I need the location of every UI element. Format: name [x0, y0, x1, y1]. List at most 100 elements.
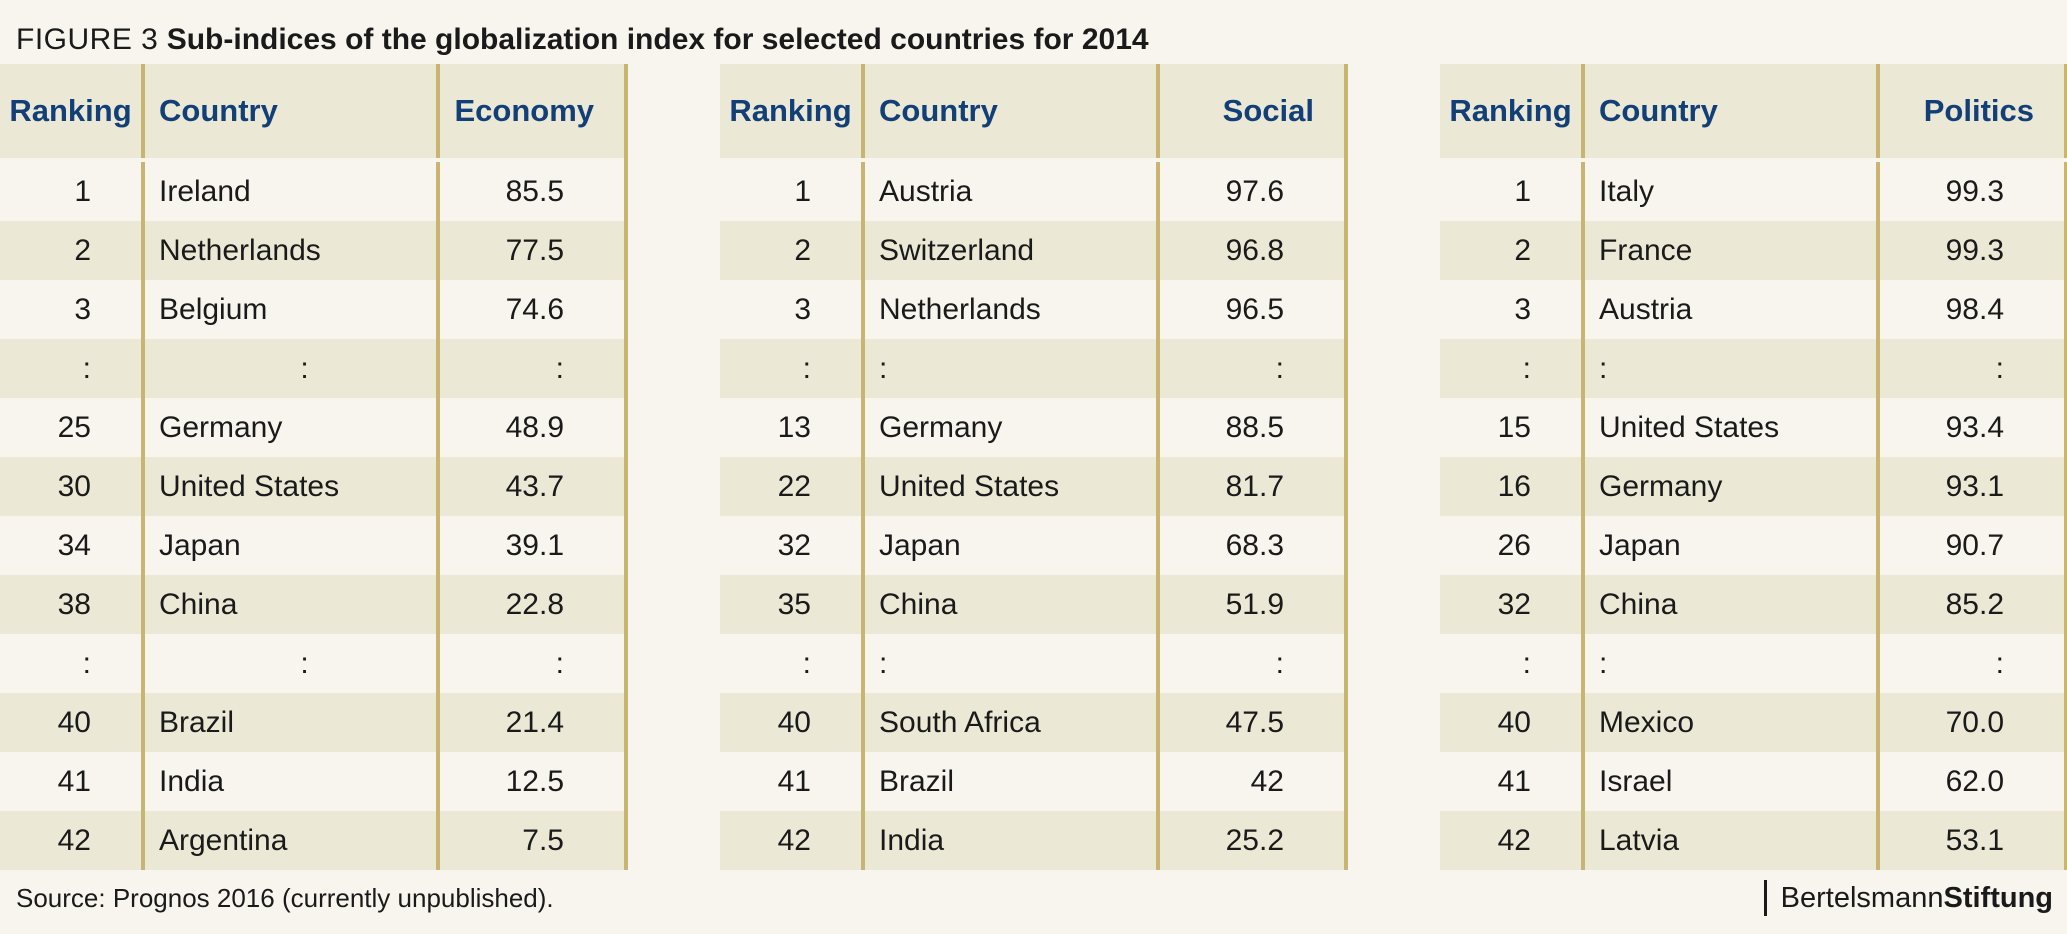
- table-row: 13 Germany 88.5: [720, 398, 1348, 457]
- cell-country: Argentina: [143, 811, 440, 870]
- brand-light: Bertelsmann: [1780, 881, 1944, 914]
- cell-text: Ireland: [159, 174, 251, 208]
- table-row: 2 France 99.3: [1440, 221, 2067, 280]
- cell-ranking: 2: [0, 221, 145, 280]
- cell-ranking: 26: [1440, 516, 1585, 575]
- cell-text: :: [879, 351, 888, 385]
- cell-text: 2: [794, 233, 811, 267]
- table-row: 1 Ireland 85.5: [0, 160, 628, 221]
- cell-text: Austria: [1599, 292, 1693, 326]
- cell-text: 96.5: [1225, 292, 1284, 326]
- cell-text: :: [555, 646, 564, 680]
- cell-ranking: 1: [1440, 160, 1585, 221]
- cell-text: United States: [1599, 410, 1780, 444]
- cell-text: 13: [777, 410, 811, 444]
- cell-ranking: 34: [0, 516, 145, 575]
- cell-text: 99.3: [1945, 233, 2004, 267]
- economy-table-block: Ranking Country Economy 1 Ireland 85.5 2 Nether…: [0, 64, 628, 870]
- data-table: Ranking Country Social 1 Austria 97.6 2 Switzer…: [720, 64, 1348, 870]
- cell-value: :: [1878, 634, 2067, 693]
- column-header-ranking: Ranking: [0, 64, 145, 162]
- cell-value: 21.4: [438, 693, 628, 752]
- cell-value: 47.5: [1158, 693, 1348, 752]
- cell-text: 1: [1514, 174, 1531, 208]
- cell-text: 47.5: [1225, 705, 1284, 739]
- divider-rule: [1344, 64, 1348, 870]
- cell-text: :: [1995, 351, 2004, 385]
- cell-text: 38: [57, 587, 91, 621]
- cell-text: :: [555, 351, 564, 385]
- cell-text: :: [1275, 351, 1284, 385]
- cell-text: 2: [74, 233, 91, 267]
- cell-value: :: [438, 339, 628, 398]
- cell-value: 85.2: [1878, 575, 2067, 634]
- cell-country: United States: [863, 457, 1160, 516]
- cell-text: :: [1995, 646, 2004, 680]
- table-row: 16 Germany 93.1: [1440, 457, 2067, 516]
- cell-value: :: [438, 634, 628, 693]
- table-row: 32 Japan 68.3: [720, 516, 1348, 575]
- cell-text: 25: [57, 410, 91, 444]
- cell-text: :: [1522, 351, 1531, 385]
- cell-text: 35: [777, 587, 811, 621]
- ellipsis-row: :::: [1440, 339, 2067, 398]
- cell-ranking: 42: [1440, 811, 1585, 870]
- cell-text: 12.5: [505, 764, 564, 798]
- table-row: 41 Brazil 42: [720, 752, 1348, 811]
- cell-text: Italy: [1599, 174, 1655, 208]
- cell-text: 88.5: [1225, 410, 1284, 444]
- cell-ranking: 3: [0, 280, 145, 339]
- header-row: Ranking Country Politics: [1440, 64, 2067, 162]
- table-row: 2 Switzerland 96.8: [720, 221, 1348, 280]
- cell-text: United States: [879, 469, 1060, 503]
- cell-value: 93.1: [1878, 457, 2067, 516]
- data-table: Ranking Country Politics 1 Italy 99.3 2 France 9…: [1440, 64, 2067, 870]
- cell-text: 53.1: [1945, 823, 2004, 857]
- cell-ranking: :: [1440, 339, 1585, 398]
- cell-text: 1: [794, 174, 811, 208]
- cell-country: Japan: [143, 516, 440, 575]
- cell-ranking: 13: [720, 398, 865, 457]
- cell-country: United States: [143, 457, 440, 516]
- table-row: 32 China 85.2: [1440, 575, 2067, 634]
- cell-text: 97.6: [1225, 174, 1284, 208]
- cell-country: China: [863, 575, 1160, 634]
- cell-value: 99.3: [1878, 160, 2067, 221]
- cell-country: :: [143, 339, 440, 398]
- cell-text: 32: [1497, 587, 1531, 621]
- table-row: 42 Latvia 53.1: [1440, 811, 2067, 870]
- cell-value: 22.8: [438, 575, 628, 634]
- table-row: 1 Italy 99.3: [1440, 160, 2067, 221]
- cell-text: Mexico: [1599, 705, 1695, 739]
- cell-text: :: [879, 646, 888, 680]
- cell-text: 81.7: [1225, 469, 1284, 503]
- table-row: 25 Germany 48.9: [0, 398, 628, 457]
- cell-text: 41: [57, 764, 91, 798]
- brand-bold: Stiftung: [1943, 881, 2053, 914]
- cell-text: 7.5: [522, 823, 564, 857]
- table-row: 40 South Africa 47.5: [720, 693, 1348, 752]
- cell-value: 74.6: [438, 280, 628, 339]
- cell-text: 96.8: [1225, 233, 1284, 267]
- cell-text: 34: [57, 528, 91, 562]
- cell-ranking: 25: [0, 398, 145, 457]
- cell-ranking: 38: [0, 575, 145, 634]
- cell-text: Japan: [1599, 528, 1681, 562]
- cell-text: China: [159, 587, 238, 621]
- cell-text: India: [159, 764, 225, 798]
- cell-text: :: [82, 646, 91, 680]
- cell-ranking: 2: [1440, 221, 1585, 280]
- cell-ranking: 40: [0, 693, 145, 752]
- cell-ranking: 32: [720, 516, 865, 575]
- column-header-ranking: Ranking: [1440, 64, 1585, 162]
- cell-text: 51.9: [1225, 587, 1284, 621]
- cell-value: 99.3: [1878, 221, 2067, 280]
- cell-value: 43.7: [438, 457, 628, 516]
- table-row: 2 Netherlands 77.5: [0, 221, 628, 280]
- cell-text: 3: [794, 292, 811, 326]
- table-row: 22 United States 81.7: [720, 457, 1348, 516]
- cell-country: Austria: [1583, 280, 1880, 339]
- cell-country: Japan: [1583, 516, 1880, 575]
- cell-text: Netherlands: [159, 233, 321, 267]
- figure-title: FIGURE 3 Sub-indices of the globalizatio…: [16, 18, 1149, 62]
